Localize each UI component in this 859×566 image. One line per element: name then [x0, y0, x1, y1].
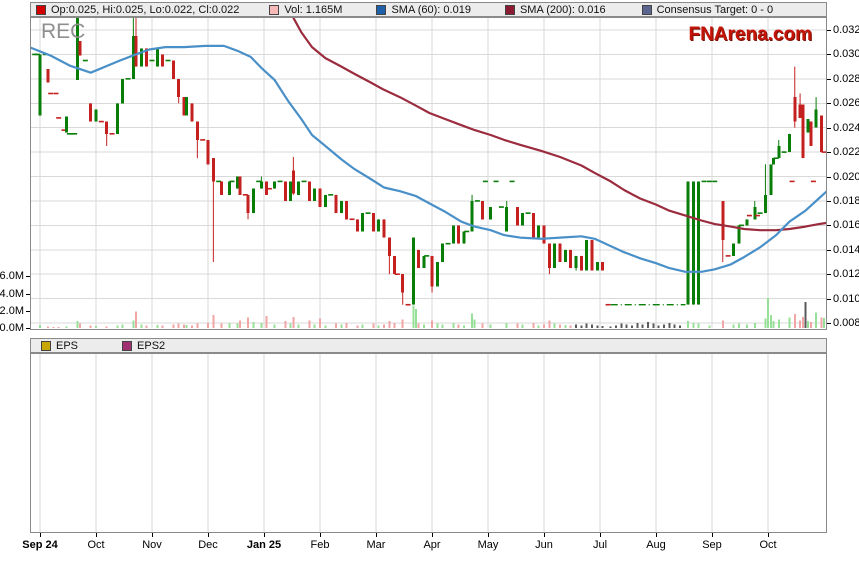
time-tick-mark	[96, 533, 97, 537]
legend-item-eps: EPS	[41, 340, 78, 352]
legend-item-consensus: Consensus Target: 0 - 0	[641, 3, 774, 16]
price-tick-label: 0.020	[833, 170, 859, 183]
sma200-legend-label: SMA (200): 0.016	[519, 3, 606, 16]
ohlc-legend-label: Op:0.025, Hi:0.025, Lo:0.022, Cl:0.022	[51, 3, 240, 16]
sma60-swatch-icon	[376, 4, 387, 15]
price-tick-mark	[827, 274, 831, 276]
price-tick-label: 0.030	[833, 48, 859, 61]
time-tick-mark	[656, 533, 657, 537]
price-tick-label: 0.026	[833, 97, 859, 110]
time-tick-mark	[40, 533, 41, 537]
price-tick-label: 0.032	[833, 24, 859, 36]
time-tick-mark	[600, 533, 601, 537]
volume-tick-mark	[26, 293, 30, 295]
price-tick-label: 0.014	[833, 243, 859, 256]
price-tick-mark	[827, 127, 831, 129]
price-tick-mark	[827, 323, 831, 325]
month-label: Aug	[646, 539, 666, 551]
price-tick-label: 0.016	[833, 219, 859, 232]
price-tick-label: 0.028	[833, 72, 859, 85]
eps2-swatch-icon	[122, 340, 133, 351]
eps-chart	[30, 353, 827, 533]
legend-item-eps2: EPS2	[122, 340, 165, 352]
month-label: Apr	[423, 539, 441, 551]
price-tick-mark	[827, 103, 831, 105]
month-label: Jul	[592, 539, 608, 551]
time-axis: Sep 24 Oct Nov Dec Jan 25 Feb Mar Apr May Jun Jul A…	[22, 533, 835, 557]
time-tick-mark	[264, 533, 265, 537]
price-tick-label: 0.024	[833, 121, 859, 134]
price-tick-mark	[827, 298, 831, 300]
month-label: Oct	[759, 539, 777, 551]
volume-axis: 6.0M 4.0M 2.0M 0.0M	[0, 17, 30, 334]
volume-tick-mark	[26, 310, 30, 312]
volume-swatch-icon	[269, 4, 280, 15]
price-tick-mark	[827, 176, 831, 178]
legend-item-volume: Vol: 1.165M	[269, 4, 342, 16]
price-tick-label: 0.018	[833, 194, 859, 207]
price-tick-mark	[827, 200, 831, 202]
consensus-legend-label: Consensus Target: 0 - 0	[656, 3, 774, 16]
price-tick-label: 0.008	[833, 317, 859, 330]
price-chart: REC FNArena.com	[30, 17, 827, 330]
time-tick-mark	[712, 533, 713, 537]
time-tick-mark	[488, 533, 489, 537]
legend-item-ohlc: Op:0.025, Hi:0.025, Lo:0.022, Cl:0.022	[36, 4, 239, 16]
fnarena-watermark: FNArena.com	[688, 24, 812, 45]
volume-tick-label: 6.0M	[0, 270, 24, 283]
eps-legend-label: EPS	[56, 339, 79, 352]
price-tick-label: 0.010	[833, 292, 859, 305]
price-tick-mark	[827, 30, 831, 31]
month-label: Mar	[366, 539, 386, 551]
time-tick-mark	[152, 533, 153, 537]
eps-plot-svg	[39, 354, 769, 532]
time-tick-mark	[208, 533, 209, 537]
month-label: Nov	[142, 539, 162, 551]
month-label: Feb	[310, 539, 330, 551]
legend-item-sma60: SMA (60): 0.019	[376, 4, 471, 16]
price-tick-label: 0.022	[833, 146, 859, 159]
eps-legend-bar: EPS EPS2	[30, 338, 827, 353]
volume-tick-label: 0.0M	[0, 322, 24, 334]
price-tick-mark	[827, 78, 831, 80]
price-tick-mark	[827, 54, 831, 56]
ohlc-swatch-icon	[36, 4, 46, 15]
legend-item-sma200: SMA (200): 0.016	[504, 3, 606, 16]
candlestick-plot-svg	[31, 18, 826, 328]
month-label: May	[477, 539, 499, 551]
main-legend-bar: Op:0.025, Hi:0.025, Lo:0.022, Cl:0.022 V…	[30, 2, 827, 17]
sma200-swatch-icon	[504, 4, 515, 15]
volume-tick-mark	[26, 276, 30, 278]
time-tick-mark	[376, 533, 377, 537]
month-label: Dec	[198, 539, 218, 551]
price-axis: 0.032 0.030 0.028 0.026 0.024 0.022 0.020 0.018…	[827, 17, 859, 333]
time-tick-mark	[320, 533, 321, 537]
ticker-label: REC	[41, 20, 86, 43]
price-tick-mark	[827, 249, 831, 251]
sma60-legend-label: SMA (60): 0.019	[391, 3, 471, 16]
volume-tick-mark	[26, 328, 30, 329]
time-tick-mark	[768, 533, 769, 537]
month-label: Sep 24	[22, 539, 58, 551]
price-tick-mark	[827, 152, 831, 154]
volume-legend-label: Vol: 1.165M	[284, 3, 343, 16]
price-tick-label: 0.012	[833, 268, 859, 281]
time-tick-mark	[432, 533, 433, 537]
month-label: Oct	[87, 539, 105, 551]
month-label: Jan 25	[246, 539, 282, 551]
eps-swatch-icon	[41, 340, 51, 351]
volume-tick-label: 2.0M	[0, 304, 24, 317]
time-tick-mark	[544, 533, 545, 537]
month-label: Sep	[702, 539, 722, 551]
eps2-legend-label: EPS2	[137, 339, 166, 352]
month-label: Jun	[535, 539, 553, 551]
price-tick-mark	[827, 225, 831, 227]
consensus-swatch-icon	[641, 4, 652, 15]
volume-tick-label: 4.0M	[0, 287, 24, 300]
